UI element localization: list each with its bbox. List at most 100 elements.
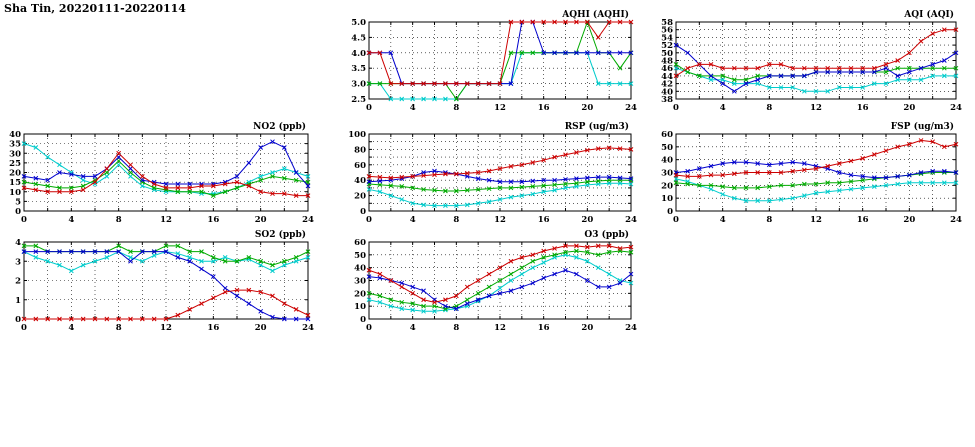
fsp-plot-area: 0 10 20 30 40 50 60 0 4 8 12 16 20 24 <box>661 130 962 225</box>
svg-text:3.5: 3.5 <box>351 64 366 74</box>
svg-text:30: 30 <box>9 149 21 159</box>
svg-text:20: 20 <box>581 323 593 333</box>
svg-text:4.5: 4.5 <box>351 33 366 43</box>
chart-so2: SO2 (ppb) 0 1 2 3 4 0 4 8 12 16 20 24 <box>0 228 314 336</box>
svg-text:24: 24 <box>625 215 637 225</box>
chart-title-fsp: FSP (ug/m3) <box>890 122 954 132</box>
svg-text:4: 4 <box>410 215 416 225</box>
svg-text:0: 0 <box>15 207 21 217</box>
svg-text:20: 20 <box>903 215 915 225</box>
svg-text:60: 60 <box>354 238 366 248</box>
svg-text:8: 8 <box>116 215 122 225</box>
svg-text:8: 8 <box>453 215 459 225</box>
svg-text:0: 0 <box>360 315 366 325</box>
svg-text:50: 50 <box>661 143 673 153</box>
svg-text:16: 16 <box>538 103 550 113</box>
svg-text:4: 4 <box>720 103 726 113</box>
svg-text:40: 40 <box>661 87 673 97</box>
svg-text:46: 46 <box>661 64 673 74</box>
svg-text:4: 4 <box>410 103 416 113</box>
svg-text:12: 12 <box>160 215 172 225</box>
svg-text:80: 80 <box>354 145 366 155</box>
svg-text:2: 2 <box>15 277 21 287</box>
chart-aqhi: AQHI (AQHI) 2.5 3.0 3.5 4.0 4.5 5.0 0 4 8 12 16 20 2… <box>345 8 637 116</box>
chart-title-no2: NO2 (ppb) <box>253 122 306 132</box>
svg-text:24: 24 <box>302 323 314 333</box>
svg-text:20: 20 <box>354 192 366 202</box>
svg-text:0: 0 <box>667 207 673 217</box>
svg-text:5.0: 5.0 <box>351 18 366 28</box>
svg-text:0: 0 <box>366 323 372 333</box>
svg-text:50: 50 <box>661 49 673 59</box>
chart-no2: NO2 (ppb) 0 5 10 15 20 25 30 35 40 0 4 8 12 16 20 24 <box>0 120 314 228</box>
aqhi-plot-area: 2.5 3.0 3.5 4.0 4.5 5.0 0 4 8 12 16 20 24 <box>351 18 637 113</box>
svg-text:10: 10 <box>9 188 21 198</box>
svg-text:56: 56 <box>661 26 673 36</box>
svg-text:4: 4 <box>15 238 21 248</box>
svg-text:30: 30 <box>354 277 366 287</box>
svg-text:12: 12 <box>494 103 506 113</box>
svg-text:4.0: 4.0 <box>351 49 366 59</box>
svg-text:2.5: 2.5 <box>351 95 366 105</box>
svg-text:16: 16 <box>857 103 869 113</box>
svg-text:20: 20 <box>9 169 21 179</box>
chart-fsp: FSP (ug/m3) 0 10 20 30 40 50 60 0 4 8 12 16 20 24 <box>652 120 962 228</box>
svg-text:8: 8 <box>766 103 772 113</box>
svg-text:58: 58 <box>661 18 673 28</box>
svg-text:12: 12 <box>494 215 506 225</box>
svg-text:40: 40 <box>354 176 366 186</box>
page-title: Sha Tin, 20220111-20220114 <box>4 2 186 15</box>
svg-text:8: 8 <box>453 323 459 333</box>
svg-text:25: 25 <box>9 159 21 169</box>
svg-text:5: 5 <box>15 197 21 207</box>
svg-text:8: 8 <box>116 323 122 333</box>
svg-text:52: 52 <box>661 41 673 51</box>
svg-text:0: 0 <box>366 215 372 225</box>
svg-text:44: 44 <box>661 72 673 82</box>
o3-plot-area: 0 10 20 30 40 50 60 0 4 8 12 16 20 24 <box>354 238 637 333</box>
svg-text:100: 100 <box>348 130 366 140</box>
chart-o3: O3 (ppb) 0 10 20 30 40 50 60 0 4 8 12 16 20 24 <box>345 228 637 336</box>
chart-title-rsp: RSP (ug/m3) <box>564 122 629 132</box>
svg-text:20: 20 <box>581 103 593 113</box>
svg-text:0: 0 <box>360 207 366 217</box>
svg-text:4: 4 <box>720 215 726 225</box>
svg-text:20: 20 <box>903 103 915 113</box>
svg-text:50: 50 <box>354 251 366 261</box>
svg-text:3: 3 <box>15 257 21 267</box>
svg-text:40: 40 <box>354 264 366 274</box>
svg-text:16: 16 <box>538 215 550 225</box>
svg-text:60: 60 <box>354 161 366 171</box>
svg-text:15: 15 <box>9 178 21 188</box>
svg-text:24: 24 <box>950 103 962 113</box>
svg-text:12: 12 <box>810 103 822 113</box>
chart-rsp: RSP (ug/m3) 0 20 40 60 80 100 0 4 8 12 16 20 24 <box>345 120 637 228</box>
svg-text:0: 0 <box>21 323 27 333</box>
svg-text:10: 10 <box>354 302 366 312</box>
chart-title-so2: SO2 (ppb) <box>254 230 306 240</box>
svg-text:8: 8 <box>766 215 772 225</box>
svg-text:12: 12 <box>494 323 506 333</box>
svg-text:0: 0 <box>21 215 27 225</box>
rsp-plot-area: 0 20 40 60 80 100 0 4 8 12 16 20 24 <box>348 130 637 225</box>
svg-text:24: 24 <box>950 215 962 225</box>
svg-text:40: 40 <box>9 130 21 140</box>
svg-text:24: 24 <box>625 323 637 333</box>
svg-text:0: 0 <box>15 315 21 325</box>
svg-text:20: 20 <box>581 215 593 225</box>
svg-text:24: 24 <box>625 103 637 113</box>
svg-text:42: 42 <box>661 80 673 90</box>
chart-title-aqhi: AQHI (AQHI) <box>562 10 629 20</box>
svg-text:0: 0 <box>673 103 679 113</box>
chart-aqi: AQI (AQI) 38 40 42 44 46 48 50 52 54 56 58 0 4 8 12 16 2… <box>652 8 962 116</box>
svg-text:4: 4 <box>68 215 74 225</box>
svg-text:4: 4 <box>68 323 74 333</box>
svg-text:20: 20 <box>255 215 267 225</box>
svg-text:16: 16 <box>207 215 219 225</box>
chart-title-aqi: AQI (AQI) <box>904 10 954 20</box>
svg-text:12: 12 <box>810 215 822 225</box>
chart-title-o3: O3 (ppb) <box>584 230 629 240</box>
